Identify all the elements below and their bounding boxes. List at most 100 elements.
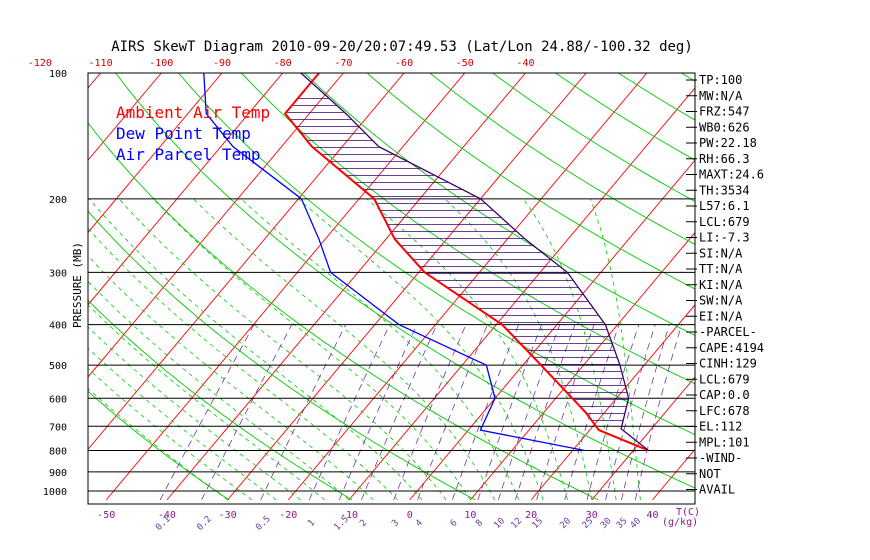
index-label: L57:6.1	[699, 199, 750, 213]
moist-adiabat-line	[88, 227, 398, 501]
moist-adiabat-line	[522, 198, 617, 500]
series-line	[283, 73, 649, 452]
mixing-ratio-line	[536, 324, 595, 501]
mixing-ratio-line	[308, 324, 391, 501]
series-layer	[203, 73, 649, 452]
index-label: FRZ:547	[699, 105, 750, 119]
moist-adiabat-line	[88, 326, 301, 501]
mixing-ratio-line	[393, 324, 467, 501]
mixing-ratio-tick-label: 3	[390, 518, 401, 529]
index-label: LCL:679	[699, 372, 750, 386]
mixing-ratio-tick-label: 1	[306, 518, 317, 529]
index-label: LFC:678	[699, 404, 750, 418]
mixing-ratio-tick-label: 40	[629, 516, 644, 531]
index-label: PW:22.18	[699, 136, 757, 150]
dry-adiabat-line	[240, 73, 695, 385]
series-line	[203, 73, 585, 452]
mixing-ratio-tick-label: 0.2	[195, 514, 214, 533]
pressure-tick-label: 1000	[43, 487, 67, 498]
top-temp-tick-label: -80	[274, 58, 292, 69]
moist-adiabat-line	[88, 304, 325, 501]
mixing-ratio-tick-label: 8	[474, 518, 485, 529]
dry-adiabat-line	[807, 73, 870, 500]
legend: Ambient Air Temp Dew Point Temp Air Parcel…	[116, 103, 270, 164]
isotherm-line	[88, 73, 101, 89]
index-label: WB0:626	[699, 120, 750, 134]
pressure-tick-label: 300	[49, 268, 67, 279]
pressure-tick-label: 700	[49, 422, 67, 433]
pressure-tick-label: 600	[49, 394, 67, 405]
bottom-temp-tick-label: -50	[97, 510, 115, 521]
top-temp-tick-label: -60	[395, 58, 413, 69]
isotherm-line	[652, 448, 695, 501]
pressure-tick-label: 100	[49, 69, 67, 80]
dry-adiabat-line	[115, 73, 695, 489]
moist-adiabat-line	[118, 198, 447, 501]
moist-adiabat-line	[444, 198, 593, 500]
isotherm-line	[88, 73, 223, 234]
index-label: TP:100	[699, 73, 742, 87]
moist-adiabat-line	[88, 280, 350, 501]
dry-adiabat-line	[366, 73, 695, 290]
top-temp-tick-label: -50	[456, 58, 474, 69]
isotherm-line	[530, 304, 695, 501]
mixing-ratio-line	[621, 324, 670, 500]
index-label: TT:N/A	[699, 262, 743, 276]
index-label: -PARCEL-	[699, 325, 757, 339]
bottom-temp-tick-label: 0	[407, 510, 413, 521]
mixing-ratio-tick-label: 10	[492, 516, 507, 531]
isotherm-line	[348, 87, 695, 501]
mixing-ratio-line	[605, 324, 656, 500]
moist-adiabat-line	[590, 198, 641, 500]
mixing-ratio-tick-label: 2	[358, 518, 369, 529]
top-temp-tick-label: -120	[28, 58, 52, 69]
dry-adiabat-line	[492, 73, 695, 203]
grid-layer	[88, 73, 870, 501]
mixing-ratio-line	[417, 324, 488, 501]
pressure-tick-label: 900	[49, 468, 67, 479]
series-line	[300, 73, 649, 452]
bottom-temp-tick-label: -10	[340, 510, 358, 521]
index-label: RH:66.3	[699, 152, 750, 166]
isotherm-line	[88, 73, 405, 450]
mixing-ratio-line	[201, 324, 293, 501]
index-label: CAPE:4194	[699, 341, 764, 355]
mixing-ratio-tick-label: 30	[599, 516, 614, 531]
index-label: SI:N/A	[699, 246, 743, 260]
moist-adiabat-line	[193, 198, 496, 501]
dry-adiabat-line	[178, 73, 695, 436]
y-axis-label: PRESSURE (MB)	[71, 242, 84, 328]
dry-adiabat-line	[88, 210, 476, 501]
index-label: EI:N/A	[699, 309, 743, 323]
mixing-ratio-line	[515, 324, 576, 501]
index-label: CINH:129	[699, 357, 757, 371]
moist-adiabat-line	[240, 198, 520, 501]
isotherm-line	[591, 376, 695, 501]
index-label: CAP:0.0	[699, 388, 750, 402]
mixing-ratio-unit: (g/kg)	[662, 517, 698, 528]
mixing-ratio-line	[564, 324, 620, 501]
mixing-ratio-line	[586, 324, 640, 501]
plot-frame	[87, 72, 696, 505]
legend-entry: Dew Point Temp	[116, 124, 251, 143]
index-label: MAXT:24.6	[699, 168, 764, 182]
pressure-tick-label: 400	[49, 321, 67, 332]
top-temp-tick-label: -100	[149, 58, 173, 69]
mixing-ratio-line	[338, 324, 418, 501]
legend-entry: Ambient Air Temp	[116, 103, 270, 122]
pressure-tick-label: 200	[49, 195, 67, 206]
isotherm-line	[227, 73, 587, 501]
mixing-ratio-line	[452, 324, 519, 501]
top-temp-tick-label: -40	[516, 58, 534, 69]
mixing-ratio-line	[634, 324, 682, 500]
index-label: EL:112	[699, 420, 742, 434]
dry-adiabat-line	[88, 122, 599, 501]
moist-adiabat-line	[88, 367, 253, 501]
mixing-ratio-tick-label: 6	[449, 518, 460, 529]
dry-adiabat-line	[88, 299, 353, 501]
mixing-ratio-line	[260, 324, 347, 501]
moist-adiabat-line	[88, 347, 277, 501]
bottom-temp-tick-label: 40	[646, 510, 658, 521]
isotherm-line	[88, 73, 284, 306]
